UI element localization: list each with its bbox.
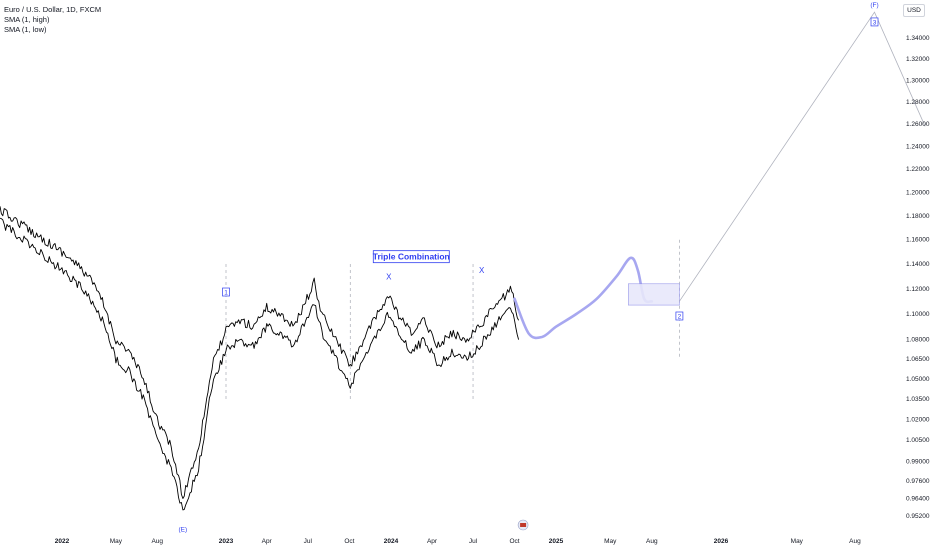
time-tick-label: 2022 [55, 538, 70, 545]
price-tick-label: 1.16000 [906, 237, 930, 244]
price-series [0, 206, 520, 511]
legend-symbol: Euro / U.S. Dollar, 1D, FXCM [4, 5, 102, 14]
price-tick-label: 0.99000 [906, 458, 930, 465]
wave-label-box [222, 287, 230, 297]
annotation-layer: (E) 1 X X 2 3 (F) Triple Combination [179, 2, 879, 533]
time-tick-label: Apr [262, 538, 273, 545]
price-tick-label: 1.34000 [906, 35, 930, 42]
time-tick-label: Oct [344, 538, 354, 545]
target-path-line [679, 11, 926, 302]
projection-layer [513, 11, 926, 340]
wave-label: 2 [678, 313, 682, 320]
price-tick-label: 1.30000 [906, 77, 930, 84]
price-tick-label: 1.14000 [906, 261, 930, 268]
time-tick-label: 2025 [549, 538, 564, 545]
price-tick-label: 0.95200 [906, 513, 930, 520]
time-tick-label: Oct [509, 538, 519, 545]
price-tick-label: 0.97600 [906, 478, 930, 485]
price-tick-label: 1.00500 [906, 437, 930, 444]
wave-label: (E) [179, 526, 188, 533]
time-tick-label: 2024 [384, 538, 399, 545]
wave-label: 1 [224, 290, 228, 297]
time-tick-label: Aug [646, 538, 658, 545]
time-tick-label: May [791, 538, 804, 545]
price-tick-label: 0.96400 [906, 495, 930, 502]
price-tick-label: 1.24000 [906, 143, 930, 150]
time-tick-label: 2026 [714, 538, 729, 545]
price-tick-label: 1.28000 [906, 99, 930, 106]
wave-label: (F) [870, 2, 878, 9]
price-tick-label: 1.08000 [906, 337, 930, 344]
time-tick-label: 2023 [219, 538, 234, 545]
time-tick-label: Jul [304, 538, 313, 545]
time-tick-label: Aug [151, 538, 163, 545]
projection-curve [513, 256, 654, 340]
price-tick-label: 1.02000 [906, 417, 930, 424]
time-tick-label: May [110, 538, 123, 545]
sma-low-line [0, 217, 520, 511]
wave-label-box [870, 17, 879, 27]
price-tick-label: 1.05000 [906, 376, 930, 383]
wave-dividers [225, 239, 680, 400]
price-tick-label: 1.03500 [906, 396, 930, 403]
wave-label: 3 [873, 19, 877, 26]
chart-legend: Euro / U.S. Dollar, 1D, FXCM SMA (1, hig… [4, 5, 101, 35]
x-wave-label: X [386, 272, 392, 281]
x-wave-label: X [479, 266, 485, 275]
price-axis[interactable]: 0.95200 0.96400 0.97600 0.99000 1.00500 1.020… [906, 35, 930, 520]
price-tick-label: 1.12000 [906, 286, 930, 293]
currency-button[interactable]: USD [903, 4, 925, 17]
price-tick-label: 1.10000 [906, 311, 930, 318]
price-tick-label: 1.06500 [906, 356, 930, 363]
price-tick-label: 1.26000 [906, 121, 930, 128]
pattern-label-box [372, 250, 450, 264]
price-tick-label: 1.20000 [906, 189, 930, 196]
price-tick-label: 1.32000 [906, 56, 930, 63]
event-flag-stripe-icon [520, 523, 527, 527]
time-tick-label: Aug [849, 538, 861, 545]
pattern-label: Triple Combination [373, 252, 450, 262]
time-axis[interactable]: 2022 May Aug 2023 Apr Jul Oct 2024 Apr Jul Oct 2025… [55, 538, 861, 545]
time-tick-label: Jul [469, 538, 478, 545]
sma-high-line [0, 206, 520, 499]
time-tick-label: May [604, 538, 617, 545]
legend-sma-low: SMA (1, low) [4, 25, 47, 34]
wave-label-box [675, 311, 684, 321]
target-zone-box [628, 283, 680, 306]
price-tick-label: 1.18000 [906, 213, 930, 220]
time-tick-label: Apr [427, 538, 438, 545]
price-tick-label: 1.22000 [906, 166, 930, 173]
legend-sma-high: SMA (1, high) [4, 15, 50, 24]
